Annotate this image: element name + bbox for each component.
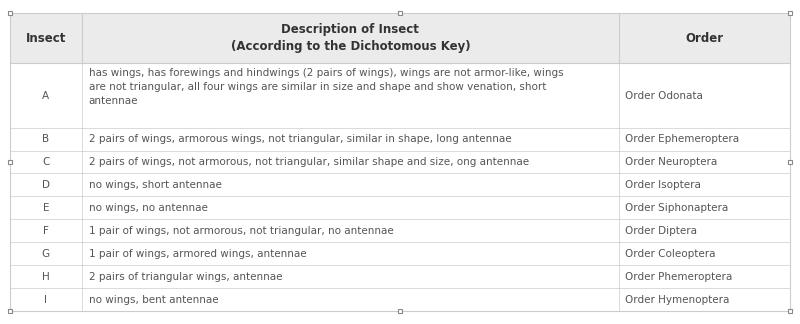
Text: Order Siphonaptera: Order Siphonaptera [625,203,728,213]
Bar [10,173,790,196]
Text: 2 pairs of wings, armorous wings, not triangular, similar in shape, long antenna: 2 pairs of wings, armorous wings, not tr… [89,134,511,144]
Text: Order Hymenoptera: Order Hymenoptera [625,295,730,305]
Text: Description of Insect
(According to the Dichotomous Key): Description of Insect (According to the … [230,23,470,53]
Text: Order: Order [686,32,723,45]
Bar [10,13,790,64]
Text: Order Isoptera: Order Isoptera [625,180,701,190]
Text: Order Neuroptera: Order Neuroptera [625,157,718,167]
Bar [10,288,790,311]
Text: no wings, bent antennae: no wings, bent antennae [89,295,218,305]
Text: Order Odonata: Order Odonata [625,90,703,100]
Bar [10,151,790,173]
Text: E: E [42,203,49,213]
Bar [10,219,790,242]
Text: F: F [43,226,49,236]
Text: Insect: Insect [26,32,66,45]
Text: I: I [45,295,47,305]
Text: H: H [42,272,50,282]
Text: C: C [42,157,50,167]
Text: 1 pair of wings, not armorous, not triangular, no antennae: 1 pair of wings, not armorous, not trian… [89,226,394,236]
Bar [10,128,790,151]
Bar [10,64,790,128]
Bar [10,196,790,219]
Text: has wings, has forewings and hindwings (2 pairs of wings), wings are not armor-l: has wings, has forewings and hindwings (… [89,68,563,106]
Text: D: D [42,180,50,190]
Text: no wings, no antennae: no wings, no antennae [89,203,207,213]
Text: no wings, short antennae: no wings, short antennae [89,180,222,190]
Bar [10,242,790,265]
Text: B: B [42,134,50,144]
Text: 1 pair of wings, armored wings, antennae: 1 pair of wings, armored wings, antennae [89,249,306,259]
Text: 2 pairs of wings, not armorous, not triangular, similar shape and size, ong ante: 2 pairs of wings, not armorous, not tria… [89,157,529,167]
Bar [10,265,790,288]
Text: Order Ephemeroptera: Order Ephemeroptera [625,134,739,144]
Text: A: A [42,90,50,100]
Text: Order Diptera: Order Diptera [625,226,697,236]
Text: Order Phemeroptera: Order Phemeroptera [625,272,732,282]
Text: 2 pairs of triangular wings, antennae: 2 pairs of triangular wings, antennae [89,272,282,282]
Text: Order Coleoptera: Order Coleoptera [625,249,715,259]
Text: G: G [42,249,50,259]
